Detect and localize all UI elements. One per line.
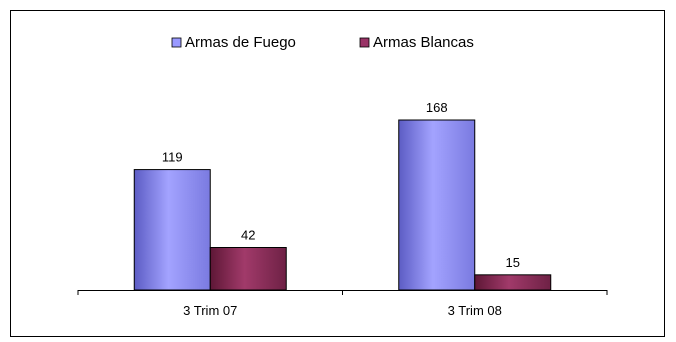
chart-border <box>10 10 665 337</box>
x-tick-label: 3 Trim 07 <box>183 303 237 318</box>
bar <box>133 169 211 291</box>
legend-label: Armas Blancas <box>373 34 474 51</box>
plot-area: 119 42 168 15 <box>133 100 552 291</box>
data-label: 119 <box>162 150 183 165</box>
x-tick-label: 3 Trim 08 <box>448 303 502 318</box>
data-label: 42 <box>241 228 255 243</box>
legend-swatch <box>171 37 182 48</box>
data-label: 15 <box>506 255 520 270</box>
x-axis: 3 Trim 07 3 Trim 08 <box>77 290 608 318</box>
bar <box>398 119 476 291</box>
legend: Armas de Fuego Armas Blancas <box>171 34 474 51</box>
data-label: 168 <box>426 100 448 115</box>
bar <box>209 247 287 291</box>
legend-label: Armas de Fuego <box>185 34 296 51</box>
bar <box>474 274 552 291</box>
legend-swatch <box>359 37 370 48</box>
